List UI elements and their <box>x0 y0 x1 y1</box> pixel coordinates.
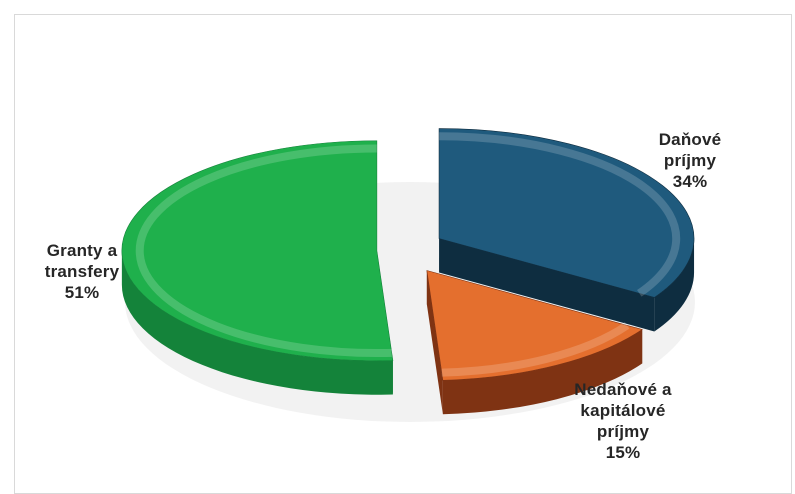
slice-label-line: príjmy <box>663 151 717 170</box>
slice-label-line: transfery <box>44 262 120 281</box>
pie-slice-group <box>426 270 643 415</box>
slice-label-percent: 34% <box>672 172 708 191</box>
pie-slice <box>438 128 695 298</box>
slice-label-granty-transfery: Granty a transfery 51% <box>22 240 142 303</box>
slice-cut-wall <box>439 238 655 332</box>
slice-label-line: kapitálové <box>580 401 666 420</box>
pie-chart <box>121 128 695 422</box>
slice-label-percent: 15% <box>605 443 641 462</box>
slice-bevel-highlight <box>135 144 392 358</box>
slice-label-percent: 51% <box>64 283 100 302</box>
pie-slice <box>426 270 643 381</box>
slice-label-line: príjmy <box>596 422 650 441</box>
slice-label-danove-prijmy: Daňové príjmy 34% <box>635 129 745 192</box>
slice-label-nedanove-prijmy: Nedaňové a kapitálové príjmy 15% <box>550 379 696 463</box>
slice-label-line: Granty a <box>46 241 118 260</box>
slice-label-line: Nedaňové a <box>574 380 672 399</box>
pie-slice <box>121 140 394 362</box>
pie-slice-group <box>438 128 695 332</box>
slice-bevel-highlight <box>439 132 681 297</box>
slice-bevel-highlight <box>441 322 630 377</box>
slice-side <box>654 238 695 332</box>
pie-slice-group <box>121 140 394 395</box>
slice-side <box>442 329 643 415</box>
slice-label-line: Daňové <box>658 130 722 149</box>
slice-cut-wall <box>426 270 443 415</box>
